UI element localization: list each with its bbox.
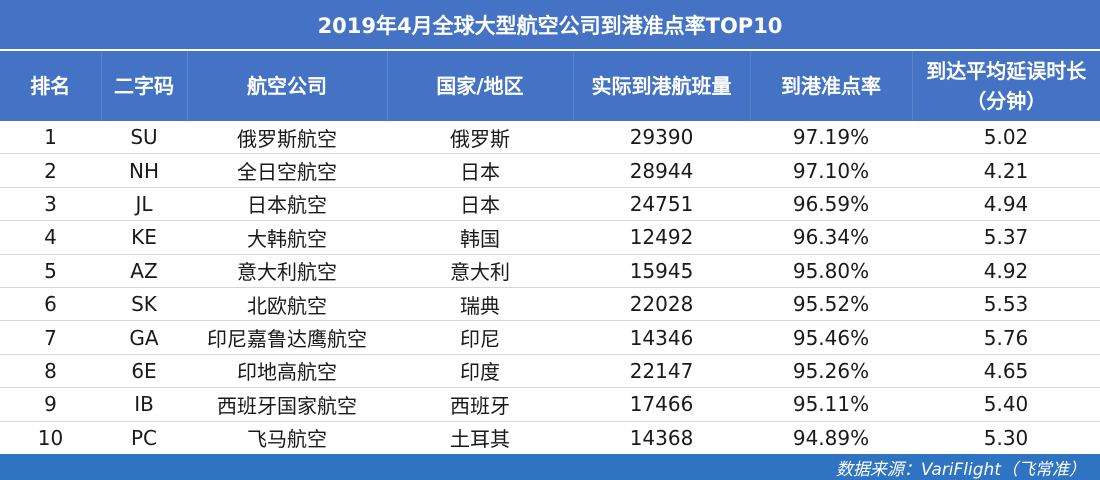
flights-cell: 24751	[573, 187, 750, 222]
avg-delay-cell: 5.76	[912, 320, 1100, 355]
table-row: 8 6E 印地高航空 印度 22147 95.26% 4.65	[0, 354, 1100, 389]
avg-delay-cell: 5.02	[912, 121, 1100, 155]
data-table: 排名 二字码 航空公司 国家/地区 实际到港航班量 到港准点率 到达平均延误时长…	[0, 51, 1100, 455]
avg-delay-cell: 5.53	[912, 287, 1100, 322]
chart-title: 2019年4月全球大型航空公司到港准点率TOP10	[0, 0, 1100, 51]
header-rank: 排名	[0, 51, 102, 121]
header-avg-delay-line1: 到达平均延误时长	[926, 59, 1087, 83]
avg-delay-cell: 4.94	[912, 187, 1100, 222]
table-row: 2 NH 全日空航空 日本 28944 97.10% 4.21	[0, 153, 1100, 188]
rank-cell: 1	[0, 121, 101, 155]
country-cell: 俄罗斯	[387, 121, 573, 155]
header-code: 二字码	[101, 51, 188, 121]
flights-cell: 17466	[573, 387, 750, 422]
table-row: 5 AZ 意大利航空 意大利 15945 95.80% 4.92	[0, 254, 1100, 288]
flights-cell: 22028	[573, 287, 750, 322]
country-cell: 日本	[387, 187, 573, 222]
table-row: 4 KE 大韩航空 韩国 12492 96.34% 5.37	[0, 220, 1100, 255]
code-cell: AZ	[101, 254, 187, 288]
country-cell: 土耳其	[387, 421, 573, 455]
airline-cell: 飞马航空	[187, 421, 387, 455]
airline-cell: 大韩航空	[187, 220, 387, 255]
rank-cell: 5	[0, 254, 101, 288]
avg-delay-cell: 5.40	[912, 387, 1100, 422]
table-header: 排名 二字码 航空公司 国家/地区 实际到港航班量 到港准点率 到达平均延误时长…	[0, 51, 1100, 121]
ontime-rate-cell: 95.26%	[750, 354, 912, 389]
rank-cell: 6	[0, 287, 101, 322]
airline-cell: 俄罗斯航空	[187, 121, 387, 155]
avg-delay-cell: 5.37	[912, 220, 1100, 255]
table-row: 10 PC 飞马航空 土耳其 14368 94.89% 5.30	[0, 421, 1100, 455]
code-cell: JL	[101, 187, 187, 222]
avg-delay-cell: 4.92	[912, 254, 1100, 288]
code-cell: IB	[101, 387, 187, 422]
avg-delay-cell: 4.65	[912, 354, 1100, 389]
ontime-rate-cell: 95.52%	[750, 287, 912, 322]
ontime-rate-cell: 95.80%	[750, 254, 912, 288]
country-cell: 韩国	[387, 220, 573, 255]
country-cell: 瑞典	[387, 287, 573, 322]
header-flights: 实际到港航班量	[573, 51, 751, 121]
rank-cell: 3	[0, 187, 101, 222]
header-avg-delay: 到达平均延误时长 （分钟）	[912, 51, 1100, 121]
code-cell: GA	[101, 320, 187, 355]
table-row: 7 GA 印尼嘉鲁达鹰航空 印尼 14346 95.46% 5.76	[0, 320, 1100, 355]
table-row: 6 SK 北欧航空 瑞典 22028 95.52% 5.53	[0, 287, 1100, 322]
country-cell: 西班牙	[387, 387, 573, 422]
ontime-rate-cell: 95.46%	[750, 320, 912, 355]
rank-cell: 9	[0, 387, 101, 422]
header-avg-delay-line2: （分钟）	[966, 89, 1047, 113]
table-row: 3 JL 日本航空 日本 24751 96.59% 4.94	[0, 187, 1100, 222]
avg-delay-cell: 5.30	[912, 421, 1100, 455]
airline-cell: 日本航空	[187, 187, 387, 222]
ontime-rate-cell: 96.34%	[750, 220, 912, 255]
header-airline: 航空公司	[187, 51, 388, 121]
country-cell: 意大利	[387, 254, 573, 288]
flights-cell: 22147	[573, 354, 750, 389]
code-cell: SU	[101, 121, 187, 155]
flights-cell: 28944	[573, 153, 750, 188]
code-cell: SK	[101, 287, 187, 322]
ontime-rate-cell: 97.19%	[750, 121, 912, 155]
airline-cell: 全日空航空	[187, 153, 387, 188]
airline-cell: 印地高航空	[187, 354, 387, 389]
ontime-rate-cell: 95.11%	[750, 387, 912, 422]
avg-delay-cell: 4.21	[912, 153, 1100, 188]
table-row: 9 IB 西班牙国家航空 西班牙 17466 95.11% 5.40	[0, 387, 1100, 422]
flights-cell: 12492	[573, 220, 750, 255]
rank-cell: 8	[0, 354, 101, 389]
airline-cell: 西班牙国家航空	[187, 387, 387, 422]
ontime-rate-cell: 97.10%	[750, 153, 912, 188]
code-cell: NH	[101, 153, 187, 188]
code-cell: PC	[101, 421, 187, 455]
country-cell: 日本	[387, 153, 573, 188]
ontime-rate-cell: 94.89%	[750, 421, 912, 455]
airline-cell: 北欧航空	[187, 287, 387, 322]
header-row: 排名 二字码 航空公司 国家/地区 实际到港航班量 到港准点率 到达平均延误时长…	[0, 51, 1100, 121]
flights-cell: 15945	[573, 254, 750, 288]
flights-cell: 14346	[573, 320, 750, 355]
rank-cell: 4	[0, 220, 101, 255]
source-footer: 数据来源：VariFlight（飞常准）	[0, 454, 1100, 480]
table-row: 1 SU 俄罗斯航空 俄罗斯 29390 97.19% 5.02	[0, 121, 1100, 155]
rank-cell: 2	[0, 153, 101, 188]
rank-cell: 10	[0, 421, 101, 455]
airline-cell: 意大利航空	[187, 254, 387, 288]
country-cell: 印度	[387, 354, 573, 389]
ontime-rate-cell: 96.59%	[750, 187, 912, 222]
rank-cell: 7	[0, 320, 101, 355]
code-cell: 6E	[101, 354, 187, 389]
country-cell: 印尼	[387, 320, 573, 355]
header-country: 国家/地区	[387, 51, 574, 121]
flights-cell: 14368	[573, 421, 750, 455]
code-cell: KE	[101, 220, 187, 255]
flights-cell: 29390	[573, 121, 750, 155]
header-ontime-rate: 到港准点率	[750, 51, 913, 121]
airline-cell: 印尼嘉鲁达鹰航空	[187, 320, 387, 355]
table-body: 1 SU 俄罗斯航空 俄罗斯 29390 97.19% 5.02 2 NH 全日空航空 日本 2894…	[0, 121, 1100, 455]
